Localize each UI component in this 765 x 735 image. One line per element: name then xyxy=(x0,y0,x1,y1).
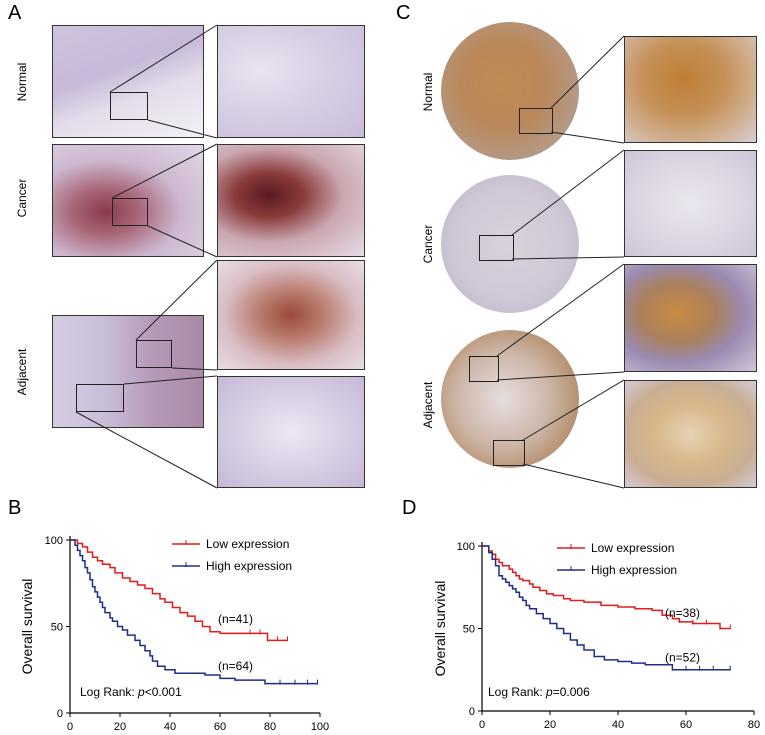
x-tick-label: 60 xyxy=(680,719,692,731)
panel-a-cancer-inset-box xyxy=(112,198,148,226)
panel-a-letter: A xyxy=(8,2,22,24)
series-count-label: (n=38) xyxy=(665,606,700,620)
panel-a-adjacent-zoom-bottom-image xyxy=(217,376,365,488)
panel-a-adjacent-zoom-top-image xyxy=(217,260,365,370)
x-tick-label: 20 xyxy=(114,721,126,733)
x-tick-label: 60 xyxy=(214,721,226,733)
series-line-low xyxy=(482,545,731,630)
x-tick-label: 20 xyxy=(544,719,556,731)
panel-b-survival-chart: 0 20 40 60 80 100 0 50 100 Overall survival (n=41)… xyxy=(19,535,329,733)
panel-a-cancer-overview-image xyxy=(52,144,204,257)
series-count-label: (n=52) xyxy=(665,651,700,665)
series-count-label: (n=64) xyxy=(218,659,253,673)
log-rank-annotation: Log Rank: p<0.001 xyxy=(80,685,182,699)
panel-c-cancer-zoom-image xyxy=(624,150,757,257)
y-tick-label: 50 xyxy=(463,624,475,636)
panel-c-adjacent-tissue-core xyxy=(441,330,579,468)
y-tick-label: 100 xyxy=(45,535,63,547)
panel-a-normal-zoom-image xyxy=(217,25,365,138)
panel-a-adjacent-inset-box-bottom xyxy=(76,384,124,412)
y-tick-label: 0 xyxy=(57,708,63,720)
panel-c-letter: C xyxy=(396,2,411,24)
panel-d-letter: D xyxy=(402,497,417,519)
series-line-high xyxy=(70,539,318,685)
log-rank-annotation: Log Rank: p=0.006 xyxy=(488,685,590,699)
x-tick-label: 40 xyxy=(612,719,624,731)
panel-a-adjacent-overview-image xyxy=(52,315,204,428)
panel-a-connector-lines xyxy=(75,24,218,489)
x-tick-label: 40 xyxy=(164,721,176,733)
panel-c-normal-inset-box xyxy=(519,108,553,134)
x-tick-label: 80 xyxy=(748,719,760,731)
panel-c-cancer-inset-box xyxy=(479,235,514,261)
panel-c-adjacent-zoom-bottom-image xyxy=(624,380,757,488)
x-tick-label: 0 xyxy=(479,719,485,731)
panel-a-cancer-zoom-image xyxy=(217,144,365,257)
panel-c-connector-lines xyxy=(496,35,625,489)
panel-c-normal-tissue-core xyxy=(441,22,579,160)
x-tick-label: 100 xyxy=(311,721,329,733)
y-tick-label: 100 xyxy=(457,541,475,553)
y-axis-label: Overall survival xyxy=(19,579,35,675)
series-line-low xyxy=(70,539,288,642)
panel-c-normal-zoom-image xyxy=(624,36,757,143)
legend-label: Low expression xyxy=(206,537,289,551)
legend-label: High expression xyxy=(591,563,677,577)
panel-c-cancer-tissue-core xyxy=(441,175,579,313)
series-count-label: (n=41) xyxy=(218,612,253,626)
x-tick-label: 80 xyxy=(264,721,276,733)
panel-c-adjacent-zoom-top-image xyxy=(624,264,757,372)
x-tick-label: 0 xyxy=(67,721,73,733)
panel-c-adjacent-inset-box-top xyxy=(469,356,499,382)
legend-label: Low expression xyxy=(591,541,674,555)
y-tick-label: 0 xyxy=(469,706,475,718)
series-line-high xyxy=(482,545,731,671)
panel-d-survival-chart: 0 20 40 60 80 0 50 100 Overall survival (n=38) Low… xyxy=(432,541,760,731)
panel-b-letter: B xyxy=(8,497,22,519)
y-axis-label: Overall survival xyxy=(432,581,448,677)
y-tick-label: 50 xyxy=(51,622,63,634)
legend-label: High expression xyxy=(206,559,292,573)
panel-c-adjacent-inset-box-bottom xyxy=(493,440,525,466)
panel-a-normal-inset-box xyxy=(110,92,148,120)
panel-a-adjacent-inset-box-top xyxy=(136,340,172,368)
